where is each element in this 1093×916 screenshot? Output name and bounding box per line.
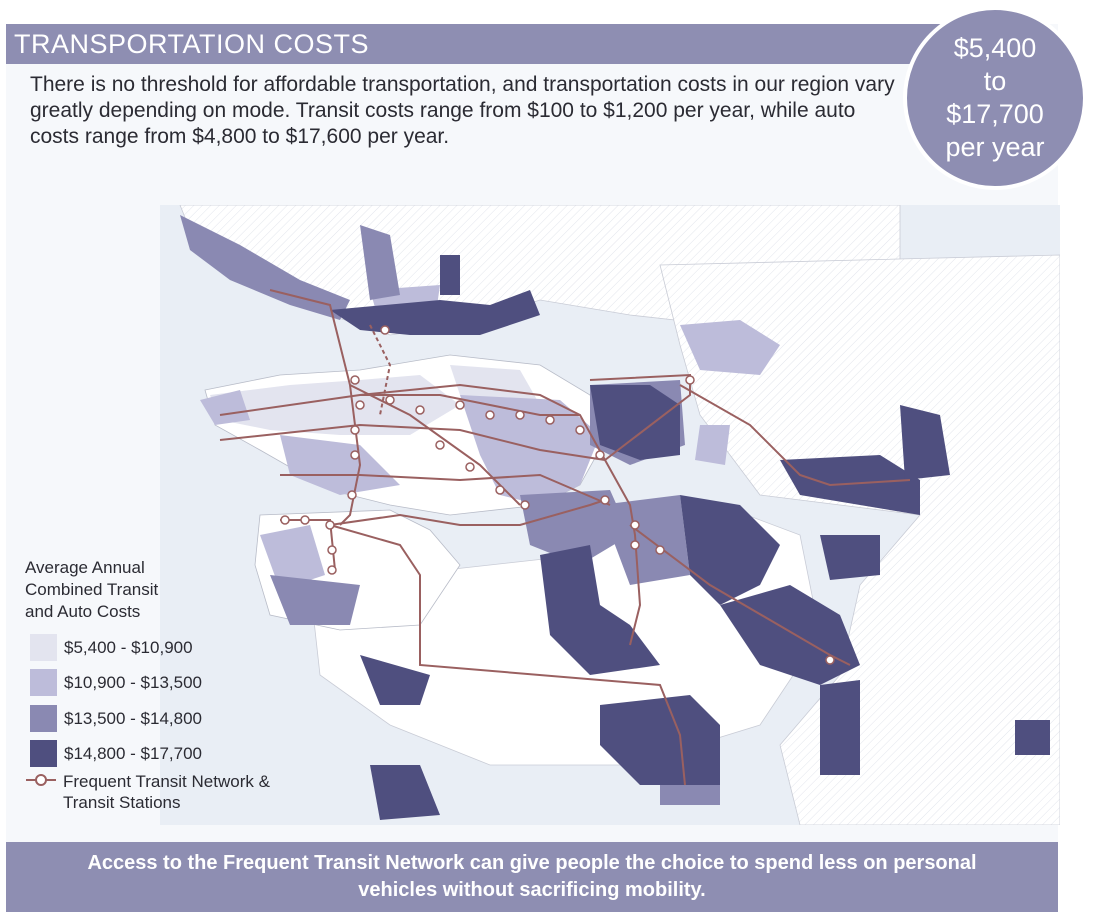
footer-banner: Access to the Frequent Transit Network c…: [6, 842, 1058, 912]
legend-swatch: [30, 740, 57, 767]
badge-line-to: to: [983, 66, 1007, 96]
legend-swatch: [30, 634, 57, 661]
legend-label: $10,900 - $13,500: [64, 672, 203, 692]
transit-stations: [280, 325, 835, 665]
legend-label: $5,400 - $10,900: [64, 637, 193, 657]
badge-line-unit: per year: [945, 132, 1045, 162]
legend-item-low: $10,900 - $13,500: [30, 669, 202, 696]
legend-label: $14,800 - $17,700: [64, 743, 203, 763]
eastern-land: [659, 254, 1060, 825]
page-title: TRANSPORTATION COSTS: [14, 29, 370, 59]
intro-paragraph: There is no threshold for affordable tra…: [30, 73, 895, 148]
badge-line-max: $17,700: [946, 99, 1044, 129]
transit-network-lines: [219, 289, 911, 786]
legend-item-highest: $14,800 - $17,700: [30, 740, 202, 767]
legend-swatch: [30, 669, 57, 696]
legend-swatch: [30, 705, 57, 732]
zones-darkest: [330, 255, 1050, 820]
legend-title: Average Annual Combined Transit and Auto…: [25, 558, 159, 621]
cost-range-badge: $5,400 to $17,700 per year: [903, 6, 1087, 190]
transit-network-legend-icon: [26, 774, 56, 786]
regional-cost-map: [160, 205, 1060, 825]
badge-line-min: $5,400: [953, 33, 1037, 63]
legend-item-high: $13,500 - $14,800: [30, 705, 202, 732]
footer-message: Access to the Frequent Transit Network c…: [87, 852, 977, 901]
legend-label: $13,500 - $14,800: [64, 708, 203, 728]
transit-network-legend-label: Frequent Transit Network & Transit Stati…: [63, 772, 270, 812]
title-bar: [6, 24, 946, 64]
legend-item-lowest: $5,400 - $10,900: [30, 634, 193, 661]
